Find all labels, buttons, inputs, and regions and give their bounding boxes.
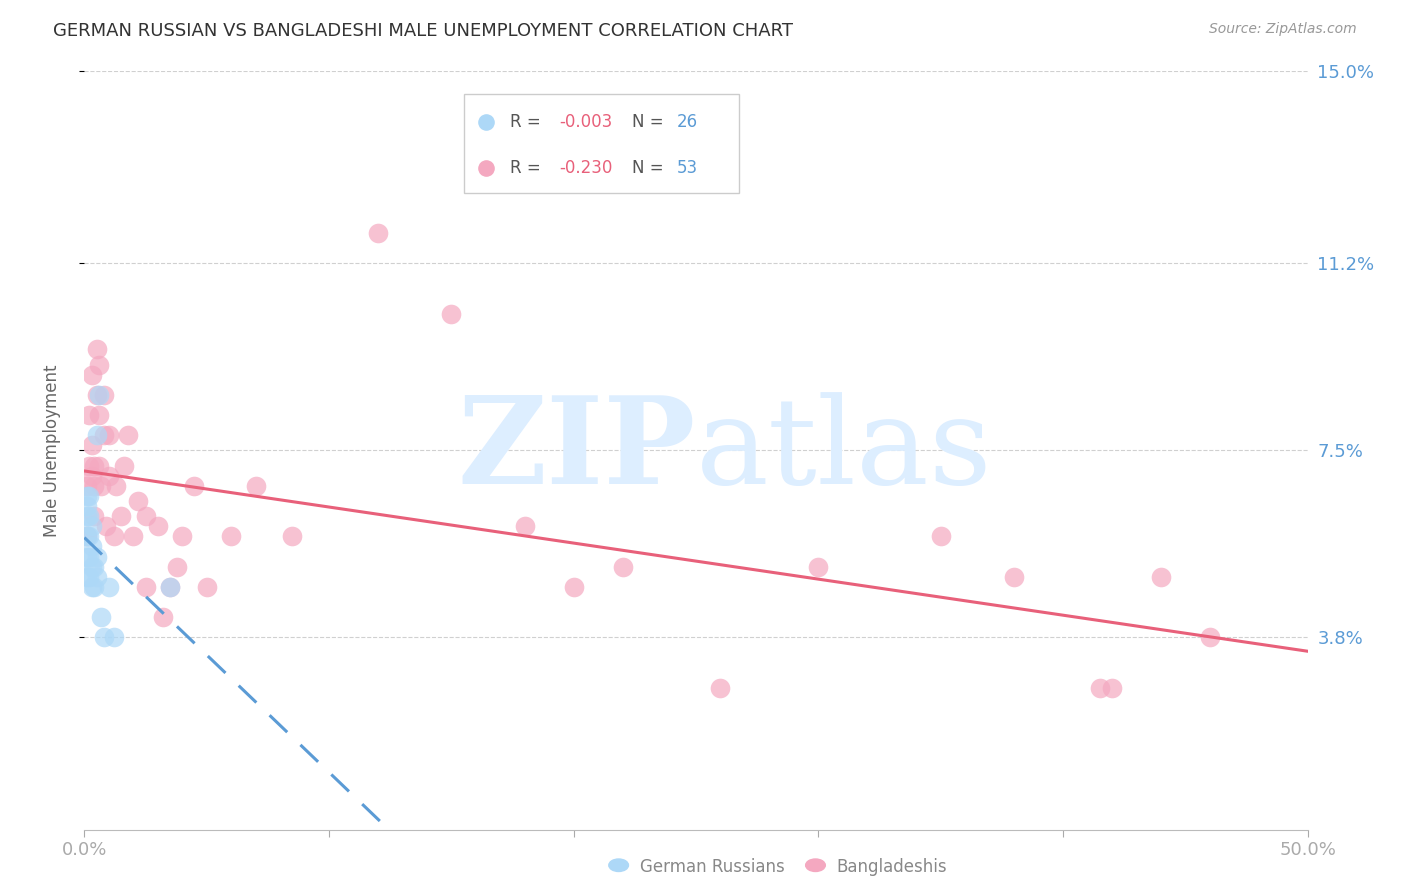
- Point: [93, 428, 115, 442]
- Point: [96, 519, 118, 533]
- Point: [86, 388, 108, 402]
- Text: -0.230: -0.230: [560, 159, 613, 177]
- Point: [80, 519, 103, 533]
- Point: [76, 549, 98, 564]
- Point: [709, 681, 731, 695]
- Point: [93, 388, 115, 402]
- Point: [86, 343, 108, 357]
- Point: [80, 559, 103, 574]
- Point: [135, 580, 157, 594]
- Point: [83, 559, 105, 574]
- Point: [76, 570, 98, 584]
- Point: [612, 559, 634, 574]
- Point: [76, 489, 98, 503]
- Point: [77, 529, 100, 543]
- Point: [83, 580, 105, 594]
- Text: R =: R =: [510, 112, 546, 131]
- Point: [127, 494, 149, 508]
- Point: [105, 479, 128, 493]
- Point: [80, 438, 103, 452]
- Point: [103, 529, 125, 543]
- Point: [87, 358, 110, 372]
- Point: [90, 479, 112, 493]
- Point: [807, 559, 830, 574]
- Point: [86, 549, 108, 564]
- Point: [97, 580, 120, 594]
- Point: [77, 489, 100, 503]
- Point: [87, 458, 110, 473]
- Point: [172, 529, 194, 543]
- Point: [77, 458, 100, 473]
- Point: [1150, 570, 1173, 584]
- Point: [195, 580, 218, 594]
- Text: Bangladeshis: Bangladeshis: [837, 858, 948, 876]
- Point: [80, 368, 103, 382]
- Text: GERMAN RUSSIAN VS BANGLADESHI MALE UNEMPLOYMENT CORRELATION CHART: GERMAN RUSSIAN VS BANGLADESHI MALE UNEMP…: [53, 22, 793, 40]
- Point: [1088, 681, 1111, 695]
- Point: [83, 479, 105, 493]
- Text: -0.003: -0.003: [560, 112, 612, 131]
- Text: N =: N =: [633, 112, 669, 131]
- Point: [76, 529, 98, 543]
- Point: [77, 549, 100, 564]
- Point: [513, 519, 536, 533]
- Text: Source: ZipAtlas.com: Source: ZipAtlas.com: [1209, 22, 1357, 37]
- Text: 53: 53: [676, 159, 697, 177]
- Point: [97, 468, 120, 483]
- Point: [90, 610, 112, 624]
- Point: [83, 509, 105, 524]
- Point: [1101, 681, 1123, 695]
- Point: [929, 529, 952, 543]
- Point: [117, 428, 139, 442]
- Point: [87, 388, 110, 402]
- Text: atlas: atlas: [696, 392, 993, 509]
- Y-axis label: Male Unemployment: Male Unemployment: [42, 364, 60, 537]
- Text: 26: 26: [676, 112, 697, 131]
- Point: [146, 519, 169, 533]
- Point: [1002, 570, 1025, 584]
- Point: [152, 610, 174, 624]
- Point: [281, 529, 304, 543]
- Point: [135, 509, 157, 524]
- FancyBboxPatch shape: [464, 95, 738, 193]
- Point: [122, 529, 145, 543]
- Text: German Russians: German Russians: [640, 858, 785, 876]
- Point: [76, 509, 98, 524]
- Point: [103, 631, 125, 645]
- Point: [1198, 631, 1220, 645]
- Text: N =: N =: [633, 159, 669, 177]
- Point: [183, 479, 205, 493]
- Point: [77, 509, 100, 524]
- Point: [440, 307, 463, 321]
- Point: [77, 570, 100, 584]
- Point: [110, 509, 132, 524]
- Point: [562, 580, 585, 594]
- Point: [76, 479, 98, 493]
- Text: ZIP: ZIP: [458, 392, 696, 509]
- Point: [80, 580, 103, 594]
- Point: [86, 570, 108, 584]
- Point: [77, 408, 100, 422]
- Point: [80, 468, 103, 483]
- Point: [93, 631, 115, 645]
- Point: [112, 458, 135, 473]
- Point: [159, 580, 181, 594]
- Point: [76, 499, 98, 513]
- Point: [87, 408, 110, 422]
- Point: [367, 226, 389, 240]
- Point: [86, 428, 108, 442]
- Point: [159, 580, 181, 594]
- Text: R =: R =: [510, 159, 546, 177]
- Point: [166, 559, 188, 574]
- Point: [219, 529, 242, 543]
- Point: [97, 428, 120, 442]
- Point: [245, 479, 267, 493]
- Point: [80, 540, 103, 554]
- Point: [76, 529, 98, 543]
- Point: [83, 458, 105, 473]
